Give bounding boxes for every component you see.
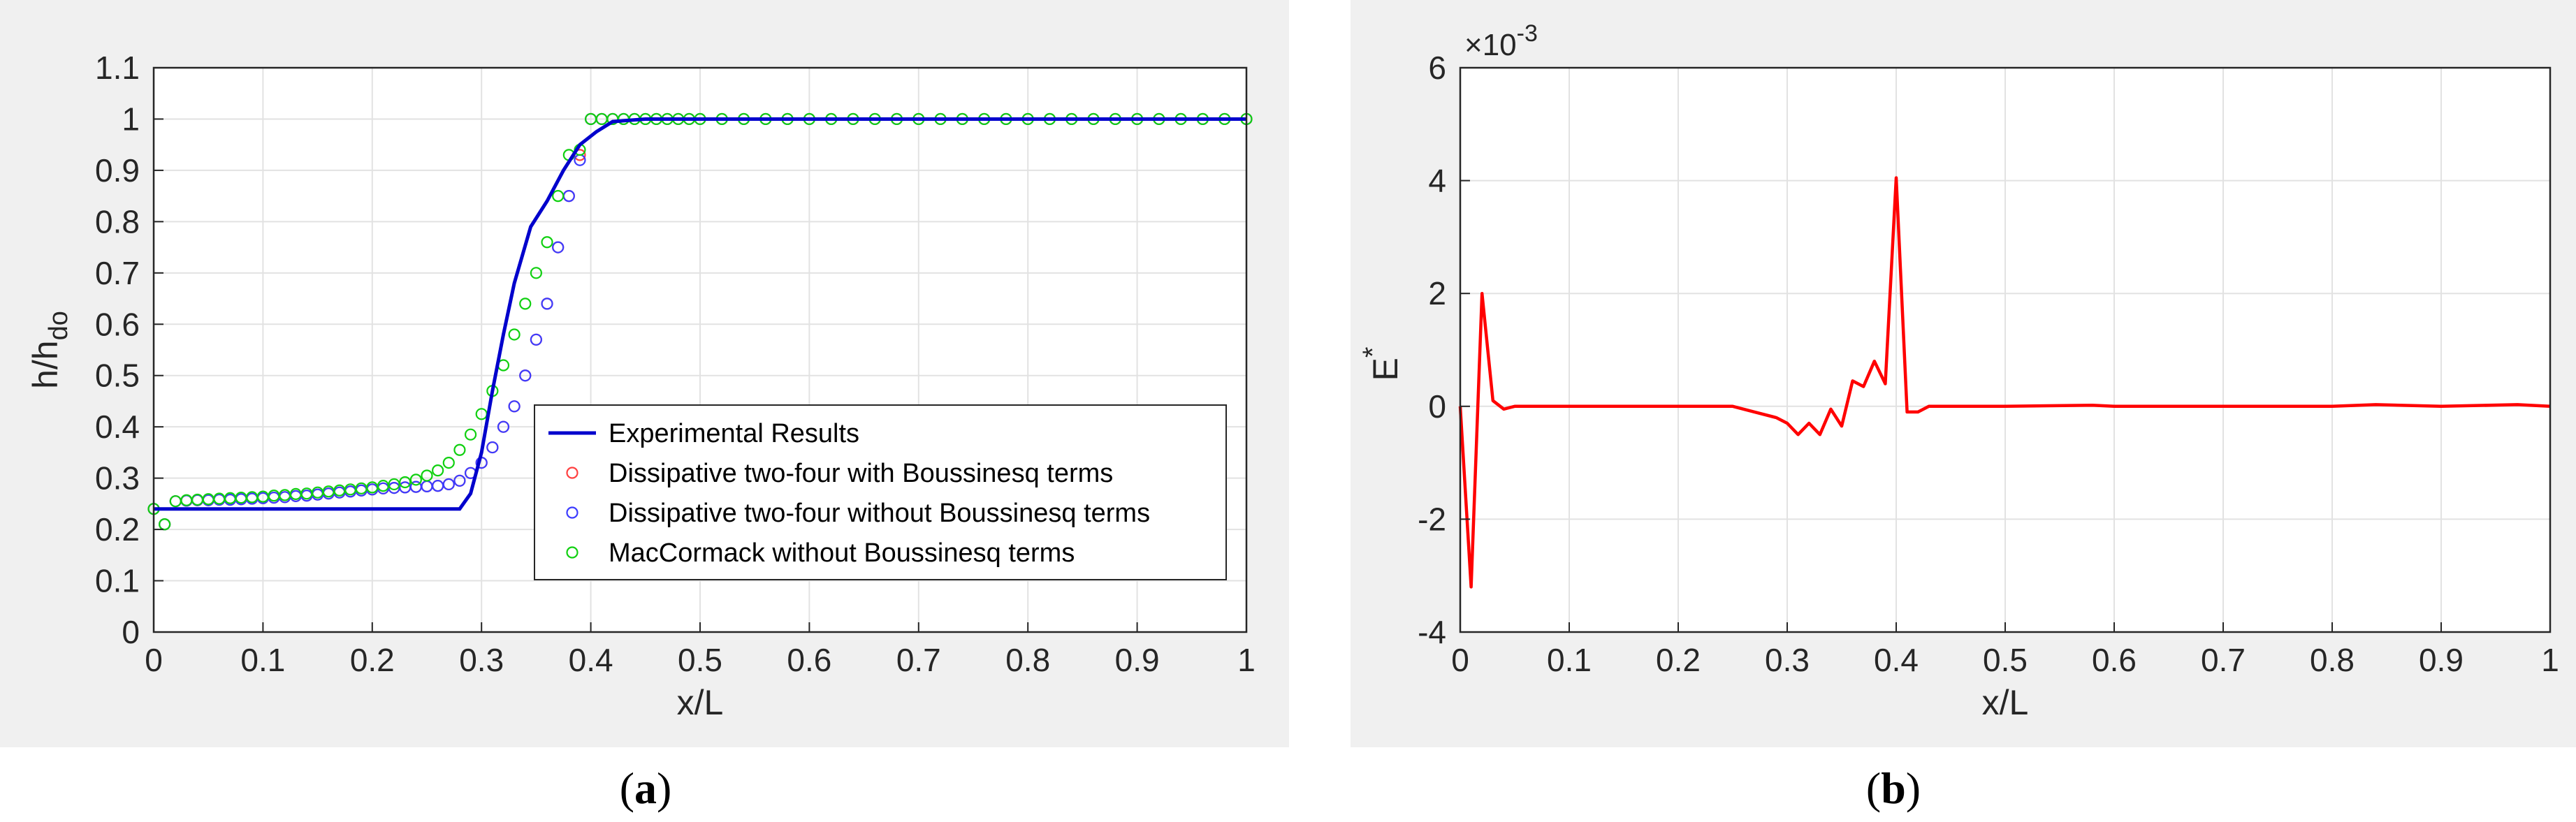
- maccormack-marker: [530, 267, 543, 279]
- y-tick-label: 0.7: [95, 255, 140, 291]
- x-tick-label: 0.8: [1005, 642, 1050, 678]
- panel-a-y-axis-label-subscript: do: [44, 311, 73, 340]
- x-tick-label: 0.7: [896, 642, 941, 678]
- without-boussinesq-marker: [508, 400, 521, 413]
- panel-a-caption-letter: a: [634, 763, 657, 813]
- x-tick-label: 0.3: [1765, 642, 1810, 678]
- x-tick-label: 0.5: [678, 642, 722, 678]
- maccormack-marker: [442, 456, 455, 469]
- y-tick-label: 0.9: [95, 152, 140, 189]
- x-tick-label: 0: [1451, 642, 1469, 678]
- y-tick-label: -2: [1418, 501, 1446, 537]
- legend-entry-label: Dissipative two-four with Boussinesq ter…: [609, 459, 1113, 488]
- panel-b-series: [1458, 176, 2551, 589]
- maccormack-marker: [388, 478, 400, 491]
- legend-entry-label: Experimental Results: [609, 419, 859, 448]
- maccormack-marker: [552, 190, 565, 203]
- y-tick-label: 0.1: [95, 563, 140, 599]
- maccormack-marker: [399, 476, 412, 489]
- x-tick-label: 0.4: [569, 642, 613, 678]
- without-boussinesq-marker: [453, 474, 466, 487]
- y-tick-label: 2: [1428, 275, 1446, 311]
- legend-entry-label: Dissipative two-four without Boussinesq …: [609, 499, 1150, 528]
- without-boussinesq-marker: [552, 241, 565, 254]
- maccormack-marker: [421, 469, 433, 482]
- panel-b-x-axis-label: x/L: [1982, 683, 2029, 722]
- panel-a-series: [147, 112, 1253, 531]
- maccormack-marker: [508, 328, 521, 341]
- y-tick-label: 0.8: [95, 203, 140, 240]
- x-tick-label: 0.2: [1656, 642, 1701, 678]
- without-boussinesq-marker: [442, 478, 455, 491]
- x-tick-label: 0.9: [2419, 642, 2464, 678]
- x-tick-label: 0.3: [459, 642, 504, 678]
- maccormack-marker: [432, 464, 444, 477]
- maccormack-marker: [541, 236, 553, 249]
- maccormack-marker: [453, 443, 466, 456]
- maccormack-marker: [464, 428, 477, 441]
- x-tick-label: 0.7: [2201, 642, 2246, 678]
- y-tick-label: 0.6: [95, 306, 140, 342]
- legend-swatch-marker: [566, 546, 578, 559]
- y-tick-label: 0.4: [95, 409, 140, 445]
- x-tick-label: 0.1: [240, 642, 285, 678]
- panel-a-ticks: 0 0.1 0.2 0.3 0.4 0.5 0.6 0.7 0.8 0.9 1 0 0.1 0.2 0.3 0…: [95, 50, 1256, 678]
- panel-a-y-axis-label-main: h/h: [26, 340, 65, 389]
- x-tick-label: 1: [1237, 642, 1256, 678]
- y-tick-label: 0.3: [95, 460, 140, 497]
- panel-b-y-axis-label-main: E: [1366, 358, 1405, 381]
- legend-swatch-marker: [566, 506, 578, 519]
- x-tick-label: 1: [2541, 642, 2559, 678]
- legend: Experimental Results Dissipative two-four…: [534, 404, 1227, 580]
- y-tick-label: 1: [122, 101, 140, 137]
- x-tick-label: 0.6: [2092, 642, 2137, 678]
- x-tick-label: 0.8: [2310, 642, 2355, 678]
- maccormack-marker: [519, 298, 532, 310]
- y-tick-label: 4: [1428, 163, 1446, 199]
- y-tick-label: 6: [1428, 50, 1446, 86]
- panel-b-y-axis-label: E*: [1358, 347, 1405, 381]
- without-boussinesq-marker: [519, 369, 532, 382]
- panel-b-exponent-label: ×10-3: [1464, 20, 1538, 62]
- panel-a-caption: (a): [620, 763, 672, 813]
- without-boussinesq-marker: [530, 333, 543, 346]
- without-boussinesq-marker: [497, 420, 510, 433]
- panel-b-caption: (b): [1866, 763, 1921, 813]
- legend-box: [534, 404, 1227, 580]
- x-tick-label: 0.1: [1547, 642, 1592, 678]
- x-tick-label: 0.6: [787, 642, 831, 678]
- panel-b-exponent-power: -3: [1517, 20, 1538, 47]
- legend-swatch-marker: [566, 467, 578, 479]
- x-tick-label: 0.5: [1983, 642, 2028, 678]
- y-tick-label: 0.5: [95, 358, 140, 394]
- maccormack-marker: [409, 474, 422, 486]
- x-tick-label: 0.4: [1874, 642, 1919, 678]
- panel-a-y-axis-label: h/hdo: [26, 311, 73, 389]
- panel-b-caption-letter: b: [1881, 763, 1906, 813]
- legend-entry-label: MacCormack without Boussinesq terms: [609, 538, 1075, 568]
- maccormack-marker: [159, 518, 171, 531]
- error-line: [1458, 176, 2551, 589]
- panel-a: 0 0.1 0.2 0.3 0.4 0.5 0.6 0.7 0.8 0.9 1 0 0.1 0.2 0.3 0…: [0, 0, 1289, 813]
- y-tick-label: -4: [1418, 614, 1446, 650]
- x-tick-label: 0.9: [1115, 642, 1160, 678]
- panel-b-y-axis-label-superscript: *: [1358, 347, 1388, 358]
- panel-b-exponent-base: ×10: [1464, 28, 1517, 62]
- panel-b: 0 0.1 0.2 0.3 0.4 0.5 0.6 0.7 0.8 0.9 1 -4 -2 0 2 4 6 x/…: [1351, 0, 2576, 813]
- y-tick-label: 0.2: [95, 511, 140, 548]
- without-boussinesq-marker: [486, 441, 499, 454]
- y-tick-label: 0: [1428, 388, 1446, 425]
- experimental-results-line: [154, 117, 1246, 511]
- panel-b-ticks: 0 0.1 0.2 0.3 0.4 0.5 0.6 0.7 0.8 0.9 1 -4 -2 0 2 4 6: [1418, 50, 2559, 678]
- y-tick-label: 0: [122, 614, 140, 650]
- x-tick-label: 0: [145, 642, 163, 678]
- y-tick-label: 1.1: [95, 50, 140, 86]
- x-tick-label: 0.2: [350, 642, 395, 678]
- without-boussinesq-marker: [541, 298, 553, 310]
- panel-a-x-axis-label: x/L: [677, 683, 724, 722]
